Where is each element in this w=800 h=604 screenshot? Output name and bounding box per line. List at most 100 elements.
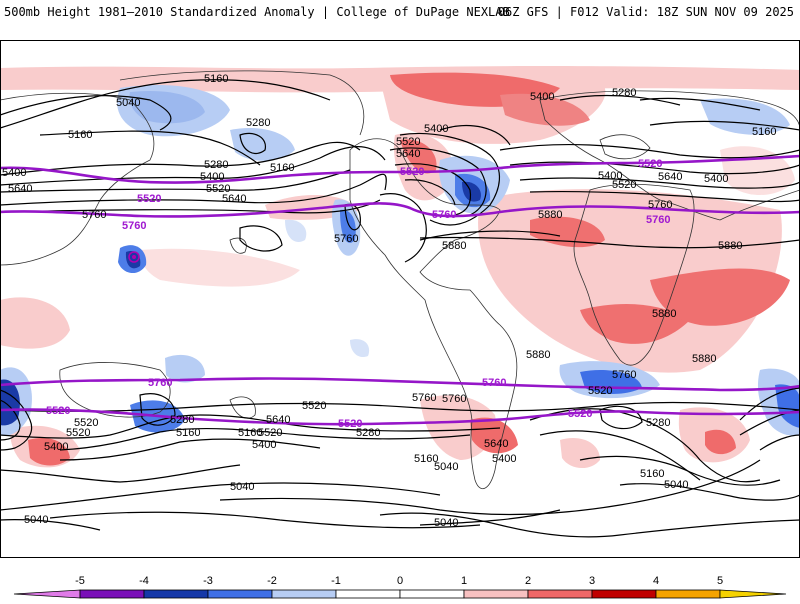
colorbar-segment [591, 589, 657, 599]
highlighted-label: 5520 [400, 166, 424, 178]
highlighted-label: 5520 [338, 418, 362, 430]
contour-label: 5280 [356, 427, 380, 439]
contour-label: 5760 [334, 233, 358, 245]
contour-label: 5280 [246, 117, 270, 129]
contour-label: 5040 [664, 479, 688, 491]
contour-label: 5400 [598, 170, 622, 182]
contour-5520-south [0, 408, 800, 426]
contour-label: 5880 [652, 308, 676, 320]
colorbar-tick-label: 5 [717, 575, 723, 587]
contour-label: 5760 [412, 392, 436, 404]
highlighted-label: 5520 [638, 158, 662, 170]
colorbar-segment [271, 589, 337, 599]
contour-label: 5520 [612, 179, 636, 191]
colorbar-tick-label: -5 [75, 575, 85, 587]
contour-label: 5400 [530, 91, 554, 103]
contour-label: 5400 [200, 171, 224, 183]
contour-label: 5160 [176, 427, 200, 439]
colorbar-tick-label: 2 [525, 575, 531, 587]
colorbar-segment [143, 589, 209, 599]
contour-label: 5640 [396, 148, 420, 160]
contour-5760-south [0, 377, 800, 392]
contour-label: 5520 [66, 427, 90, 439]
highlighted-label: 5760 [646, 214, 670, 226]
contour-label: 5520 [258, 427, 282, 439]
contour-label: 5400 [44, 441, 68, 453]
highlighted-label: 5520 [137, 193, 161, 205]
anomaly-map: 5160 5040 5160 5280 5160 5280 5400 5400 … [0, 40, 800, 558]
colorbar: -5 -4 -3 -2 -1 0 1 2 3 4 5 [0, 570, 800, 600]
contour-labels: 5160 5040 5160 5280 5160 5280 5400 5400 … [2, 73, 776, 529]
contour-label: 5520 [588, 385, 612, 397]
colorbar-segment [655, 589, 721, 599]
contour-label: 5280 [170, 414, 194, 426]
contour-label: 5760 [648, 199, 672, 211]
contour-label: 5400 [252, 439, 276, 451]
highlighted-label: 5520 [568, 408, 592, 420]
contour-label: 5160 [414, 453, 438, 465]
contour-label: 5040 [24, 514, 48, 526]
contour-label: 5160 [238, 427, 262, 439]
contour-label: 5160 [204, 73, 228, 85]
highlighted-label: 5760 [148, 377, 172, 389]
highlighted-label: 5760 [122, 220, 146, 232]
contour-label: 5520 [302, 400, 326, 412]
contour-label: 5520 [396, 136, 420, 148]
contour-label: 5760 [82, 209, 106, 221]
contour-5520-north [0, 154, 800, 184]
contour-label: 5880 [718, 240, 742, 252]
contour-label: 5040 [116, 97, 140, 109]
contour-label: 5640 [222, 193, 246, 205]
contour-label: 5040 [434, 517, 458, 529]
colorbar-segment [13, 589, 81, 599]
highlighted-contour-labels: 5520 5760 5520 5760 5520 5760 5760 5760 … [46, 158, 670, 430]
contour-label: 5400 [2, 167, 26, 179]
contour-label: 5640 [484, 438, 508, 450]
contour-5760-north [0, 202, 800, 218]
colorbar-segment [79, 589, 145, 599]
contour-label: 5160 [752, 126, 776, 138]
contour-label: 5760 [442, 393, 466, 405]
contour-label: 5280 [204, 159, 228, 171]
highlighted-contours [0, 154, 800, 426]
highlighted-label: 5520 [46, 405, 70, 417]
contour-label: 5040 [434, 461, 458, 473]
contour-label: 5280 [612, 87, 636, 99]
colorbar-tick-label: -3 [203, 575, 213, 587]
run-info: 06Z GFS | F012 Valid: 18Z SUN NOV 09 202… [497, 5, 794, 19]
contour-label: 5760 [612, 369, 636, 381]
map-panel: 5160 5040 5160 5280 5160 5280 5400 5400 … [0, 40, 800, 558]
map-title: 500mb Height 1981–2010 Standardized Anom… [4, 5, 510, 19]
contour-label: 5400 [424, 123, 448, 135]
contour-label: 5160 [270, 162, 294, 174]
colorbar-tick-label: 3 [589, 575, 595, 587]
colorbar-tick-label: 4 [653, 575, 659, 587]
contour-label: 5400 [704, 173, 728, 185]
contour-label: 5040 [230, 481, 254, 493]
colorbar-tick-label: 1 [461, 575, 467, 587]
highlighted-label: 5760 [432, 209, 456, 221]
colorbar-segment [335, 589, 401, 599]
colorbar-svg: -5 -4 -3 -2 -1 0 1 2 3 4 5 [13, 575, 787, 599]
colorbar-tick-label: -4 [139, 575, 149, 587]
header: 500mb Height 1981–2010 Standardized Anom… [0, 0, 800, 22]
contour-label: 5640 [8, 183, 32, 195]
contour-label: 5880 [692, 353, 716, 365]
coastlines [0, 70, 800, 490]
colorbar-tick-label: -1 [331, 575, 341, 587]
contour-label: 5160 [640, 468, 664, 480]
colorbar-segment [463, 589, 529, 599]
negative-anomaly-shading [0, 84, 800, 436]
contour-label: 5640 [266, 414, 290, 426]
contour-label: 5160 [68, 129, 92, 141]
storm-icon [128, 251, 140, 263]
contour-label: 5400 [492, 453, 516, 465]
contour-label: 5880 [526, 349, 550, 361]
contour-label: 5520 [206, 183, 230, 195]
colorbar-tick-label: 0 [397, 575, 403, 587]
colorbar-segment [399, 589, 465, 599]
height-contours [0, 79, 800, 538]
colorbar-tick-label: -2 [267, 575, 277, 587]
colorbar-segment [719, 589, 787, 599]
contour-label: 5880 [442, 240, 466, 252]
